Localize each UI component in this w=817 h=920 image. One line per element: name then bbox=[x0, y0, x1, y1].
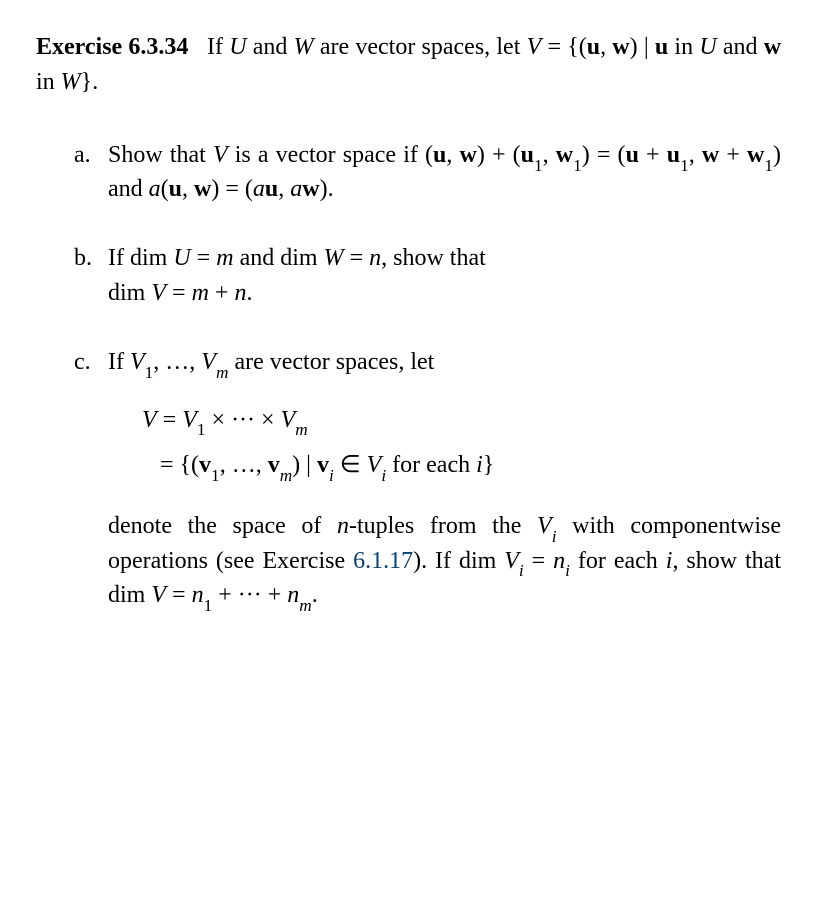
part-c: c. If V1, …, Vm are vector spaces, let V… bbox=[74, 345, 781, 613]
exercise-intro: Exercise 6.3.34 If U and W are vector sp… bbox=[36, 30, 781, 100]
part-c-marker: c. bbox=[74, 345, 108, 613]
part-b-body: If dim U = m and dim W = n, show that di… bbox=[108, 241, 781, 311]
part-b-line2: dim V = m + n. bbox=[108, 276, 781, 311]
part-c-tail: denote the space of n-tuples from the Vi… bbox=[108, 509, 781, 613]
part-a-marker: a. bbox=[74, 138, 108, 208]
part-a: a. Show that V is a vector space if (u, … bbox=[74, 138, 781, 208]
part-c-body: If V1, …, Vm are vector spaces, let V = … bbox=[108, 345, 781, 613]
exercise-parts: a. Show that V is a vector space if (u, … bbox=[36, 138, 781, 614]
part-c-equation: V = V1 × ··· × Vm = {(v1, …, vm) | vi ∈ … bbox=[142, 398, 781, 489]
part-c-lead: If V1, …, Vm are vector spaces, let bbox=[108, 345, 781, 380]
part-b-marker: b. bbox=[74, 241, 108, 311]
part-b-line1: If dim U = m and dim W = n, show that bbox=[108, 241, 781, 276]
exercise-label: Exercise 6.3.34 bbox=[36, 34, 188, 60]
part-c-eq2: = {(v1, …, vm) | vi ∈ Vi for each i} bbox=[142, 443, 781, 489]
part-c-eq1: V = V1 × ··· × Vm bbox=[142, 398, 781, 444]
part-b: b. If dim U = m and dim W = n, show that… bbox=[74, 241, 781, 311]
part-a-body: Show that V is a vector space if (u, w) … bbox=[108, 138, 781, 208]
